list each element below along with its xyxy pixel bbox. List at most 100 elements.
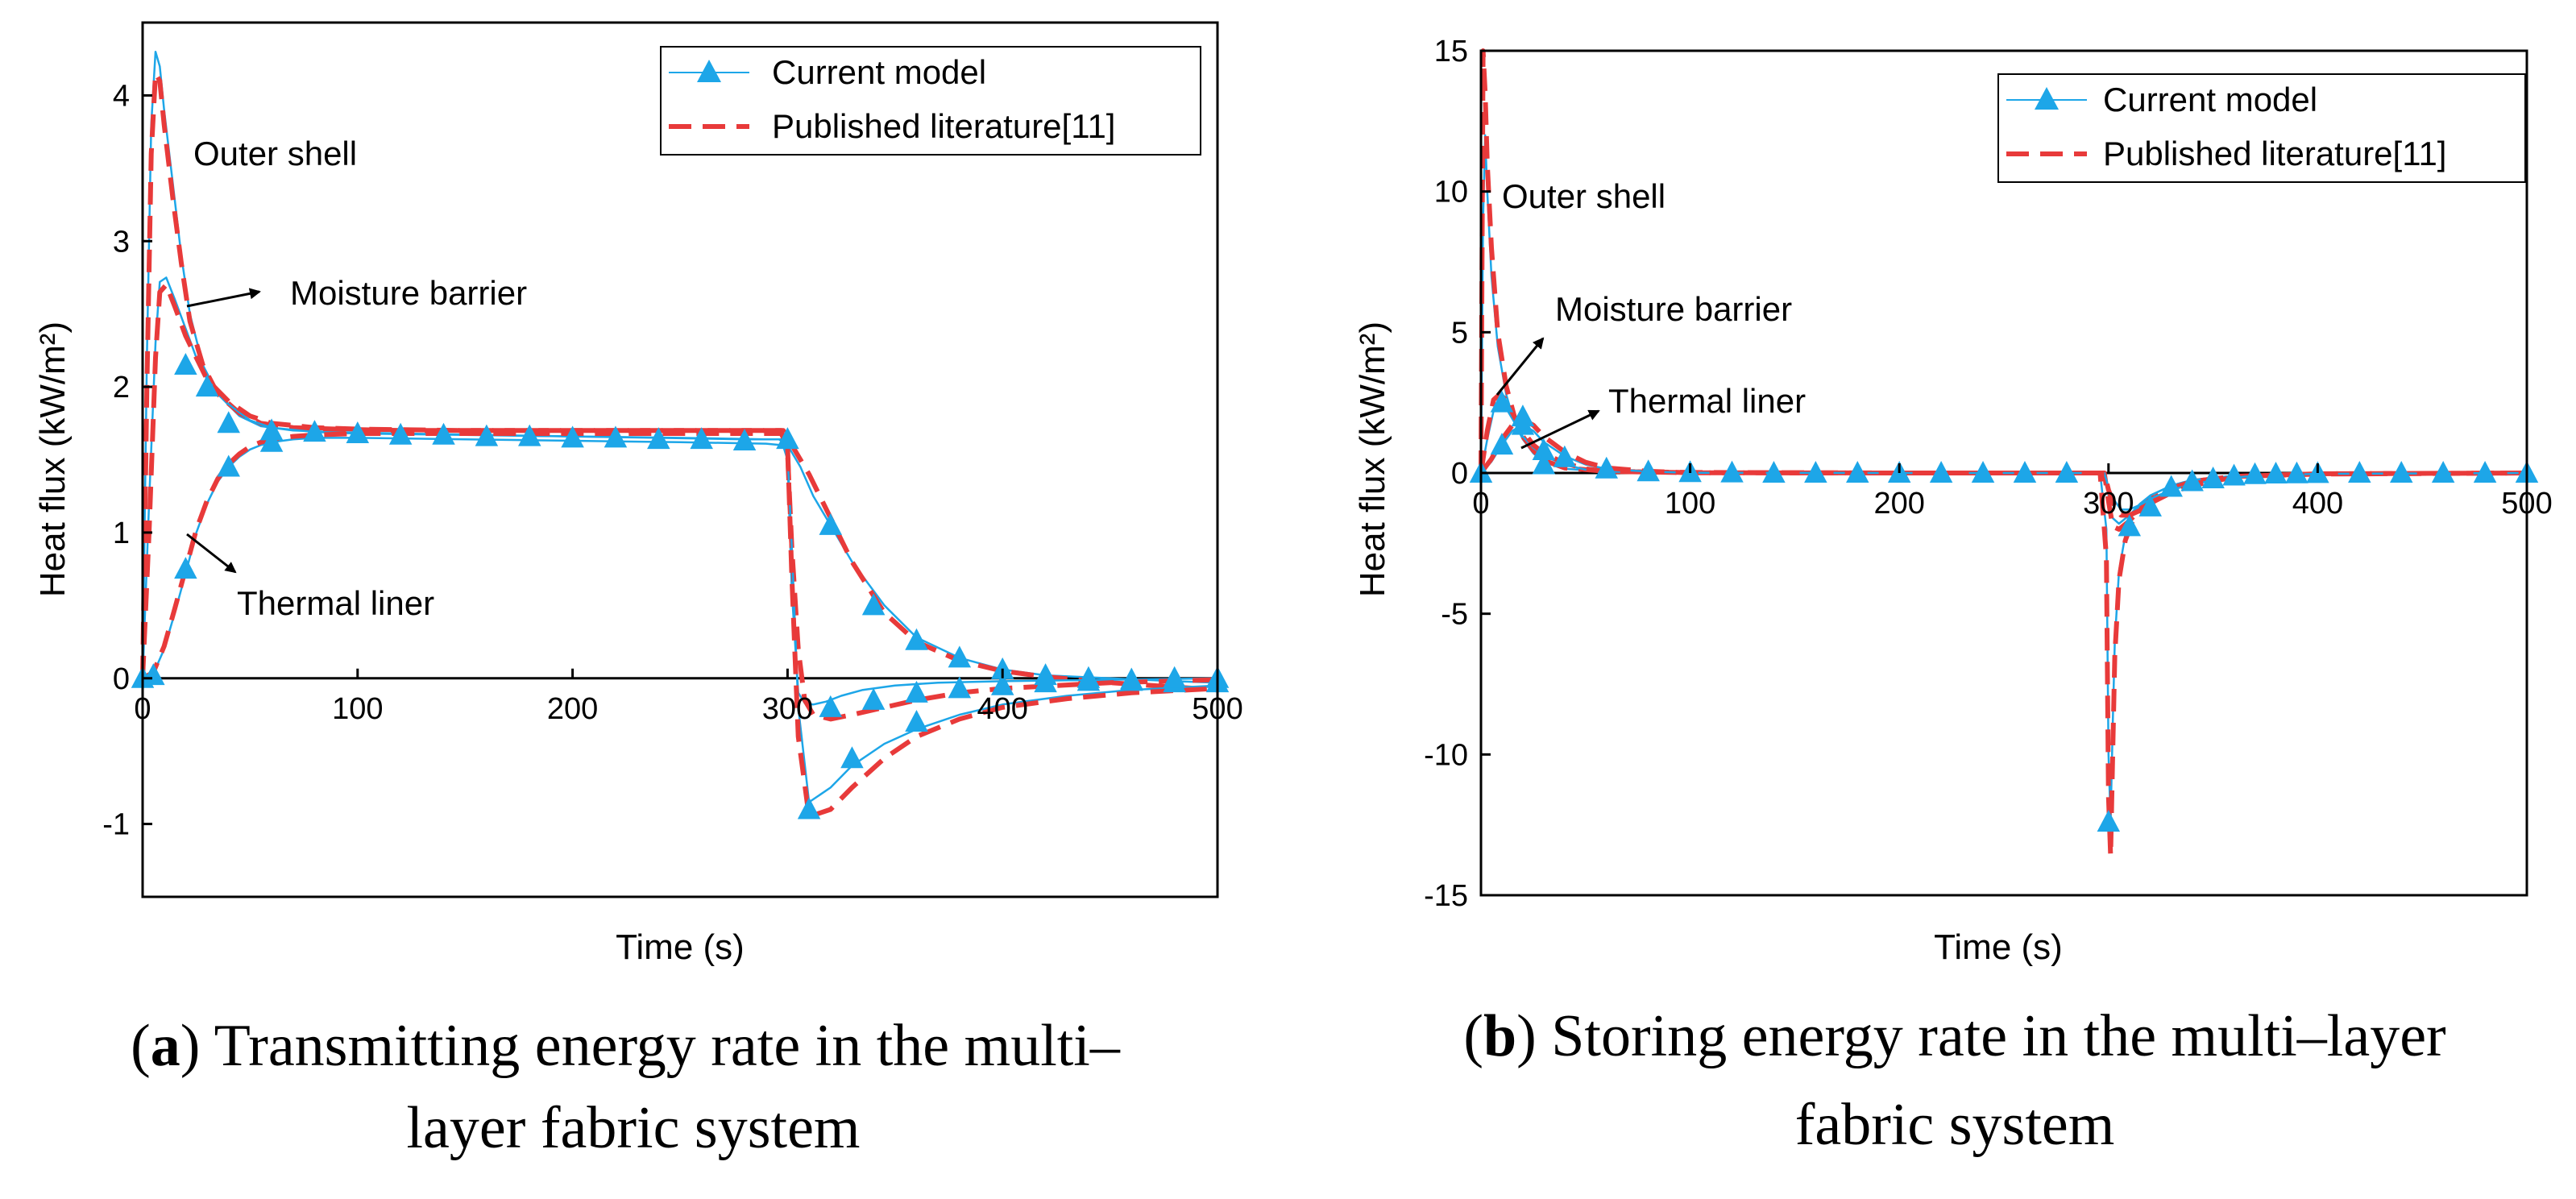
panel-a-chart: 0 100 200 300 400 500 -1 0 1 2 3 4 Time (s) Heat fl…: [33, 21, 1243, 1161]
panel-b-caption-paren-open: (: [1463, 1003, 1483, 1069]
panel-a-caption-text1: Transmitting energy rate in the multi–: [214, 1013, 1121, 1079]
panel-a-data-marker: [259, 429, 284, 452]
panel-a-data-marker: [388, 422, 413, 445]
panel-a-x-tick-label: 300: [762, 692, 813, 726]
panel-a-annotation-thermal-liner: Thermal liner: [237, 584, 434, 622]
panel-b-data-marker: [1971, 461, 1995, 483]
panel-a-data-marker: [647, 427, 670, 450]
panel-a-data-marker: [948, 676, 972, 699]
panel-a-data-marker: [259, 418, 284, 441]
panel-a-caption-line1: (a) Transmitting energy rate in the mult…: [131, 1013, 1121, 1079]
panel-b-y-tick-label: 5: [1451, 316, 1468, 350]
panel-b-y-tick-label: 10: [1434, 176, 1468, 210]
panel-b-data-marker: [2013, 461, 2037, 483]
panel-a-legend-model-label: Current model: [772, 53, 986, 91]
panel-a-legend-box: [660, 46, 1201, 156]
panel-a-data-marker: [819, 695, 843, 717]
panel-a-data-marker: [217, 411, 240, 434]
panel-a-legend-literature-label: Published literature[11]: [772, 107, 1115, 145]
panel-b-data-marker: [1846, 461, 1869, 483]
panel-b-caption-paren-close: ): [1516, 1003, 1551, 1069]
panel-a-y-tick-label: 4: [113, 79, 130, 113]
panel-b-y-tick-label: 0: [1451, 457, 1468, 491]
panel-b-data-marker: [2348, 461, 2371, 483]
panel-a-data-marker: [819, 512, 843, 535]
panel-a-data-marker: [797, 797, 821, 819]
panel-a-data-marker: [990, 673, 1014, 695]
panel-a-data-marker: [905, 710, 928, 732]
panel-b-data-marker: [2180, 469, 2204, 492]
panel-b-legend: Current model Published literature[11]: [1997, 73, 2526, 183]
panel-a-data-marker: [517, 424, 541, 446]
panel-b-data-marker: [1929, 461, 1953, 483]
panel-b-annotation-moisture-barrier: Moisture barrier: [1555, 290, 1792, 328]
panel-a-series-line-2: [141, 276, 1218, 706]
panel-a-data-marker: [776, 427, 799, 450]
panel-a-data-marker: [1120, 667, 1143, 690]
panel-b-caption-letter: b: [1483, 1003, 1516, 1069]
panel-a-data-marker: [142, 663, 165, 686]
panel-b-data-marker: [2264, 462, 2288, 484]
panel-a-caption-letter: a: [151, 1013, 180, 1079]
panel-a-data-marker: [1163, 666, 1186, 688]
panel-b-ticks: 0 100 200 300 400 500 -15 -10 -5 0 5 10 15: [1424, 35, 2553, 913]
panel-b-data-marker: [1532, 438, 1556, 461]
panel-b-series-line-2: [1479, 401, 2528, 525]
panel-b-series-line-0: [1479, 134, 2528, 824]
panel-b-caption-text1: Storing energy rate in the multi–layer: [1551, 1003, 2445, 1069]
panel-a-frame: [141, 21, 1219, 898]
panel-a-data-marker: [905, 680, 928, 703]
panel-b-data-marker: [1595, 456, 1619, 479]
panel-a-data-marker: [346, 421, 370, 443]
panel-a-x-tick-label: 0: [134, 692, 151, 726]
panel-a-y-tick-label: 3: [113, 225, 130, 259]
panel-b-data-marker: [1490, 390, 1514, 413]
panel-b-data-marker: [2201, 466, 2225, 488]
panel-a-legend-model-marker: [697, 60, 721, 82]
panel-b-legend-literature-label: Published literature[11]: [2103, 135, 2446, 172]
panel-a-data-marker: [217, 454, 240, 477]
panel-a-series-line-5: [141, 431, 1218, 819]
panel-a-x-tick-label: 400: [977, 692, 1027, 726]
panel-b-caption-line2: fabric system: [1795, 1092, 2115, 1158]
panel-a-y-tick-label: -1: [102, 808, 130, 842]
panel-a-data-marker: [561, 425, 584, 448]
panel-a-data-marker: [432, 422, 455, 445]
panel-b-x-tick-label: 0: [1472, 487, 1489, 521]
panel-a-annotation-outer-shell: Outer shell: [193, 135, 357, 172]
panel-a-data-marker: [1034, 670, 1057, 693]
panel-b-data-marker: [2097, 810, 2121, 832]
panel-a-data-marker: [840, 746, 864, 769]
panel-a-plot-area: [131, 50, 1230, 819]
panel-a-x-tick-label: 200: [547, 692, 598, 726]
panel-b-y-tick-label: 15: [1434, 35, 1468, 68]
panel-a-data-marker: [1076, 669, 1101, 691]
panel-b-x-axis-title: Time (s): [1934, 927, 2063, 967]
panel-b-legend-model-label: Current model: [2103, 81, 2317, 118]
panel-a-annotation-moisture-barrier: Moisture barrier: [290, 274, 527, 312]
panel-b-series-line-4: [1480, 424, 2528, 511]
panel-b-annotation-thermal-liner: Thermal liner: [1608, 382, 1806, 420]
panel-b-data-marker: [2285, 461, 2308, 483]
panel-b-arrow-thermal-liner: [1520, 409, 1600, 450]
panel-b-legend-box: [1997, 73, 2526, 183]
panel-a-series-line-1: [140, 71, 1218, 693]
panel-b-data-marker: [1636, 459, 1660, 482]
panel-a-y-axis-title: Heat flux (kW/m²): [33, 322, 73, 597]
panel-a-data-marker: [690, 427, 713, 450]
panel-a-data-marker: [195, 375, 219, 397]
panel-a-data-marker: [732, 428, 757, 450]
panel-a-x-axis-title: Time (s): [616, 927, 745, 967]
panel-b-data-marker: [2473, 461, 2497, 483]
panel-b-data-marker: [1553, 445, 1577, 467]
panel-a-data-marker: [948, 645, 972, 668]
panel-b-arrow-moisture-barrier: [1495, 337, 1545, 396]
panel-b-data-marker: [1511, 413, 1535, 435]
panel-b-x-tick-label: 200: [1873, 487, 1924, 521]
panel-b-y-tick-label: -15: [1424, 879, 1468, 913]
panel-b-data-marker: [2055, 461, 2079, 483]
panel-b-series-line-5: [1479, 417, 2528, 518]
panel-a-data-marker: [303, 420, 326, 442]
